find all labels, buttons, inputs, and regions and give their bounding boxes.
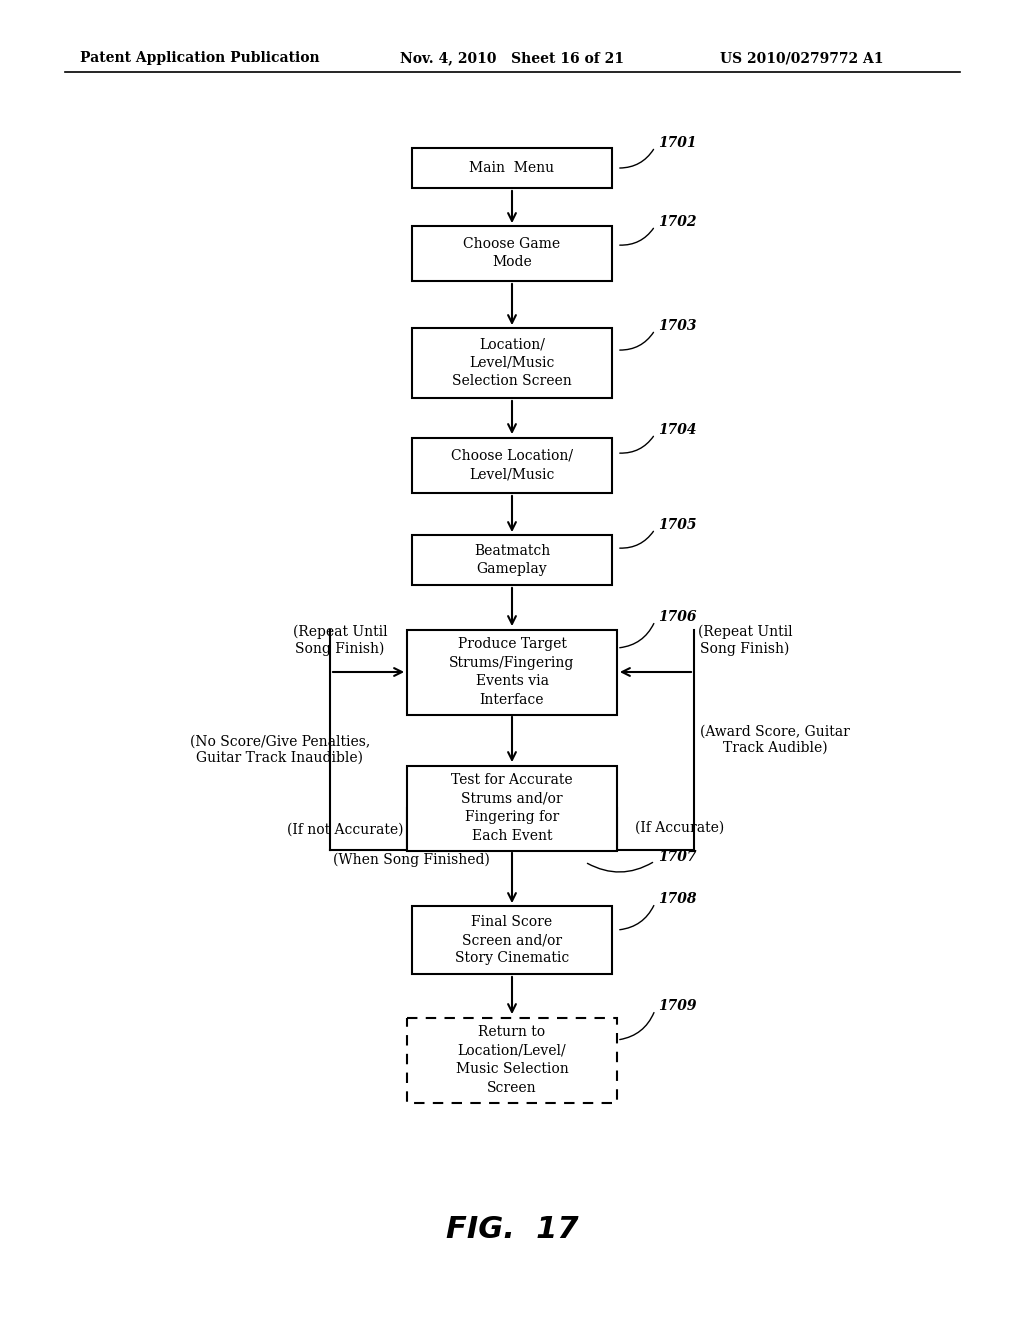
Text: 1703: 1703	[658, 319, 696, 333]
Text: Main  Menu: Main Menu	[469, 161, 555, 176]
Text: FIG.  17: FIG. 17	[445, 1216, 579, 1245]
Text: Test for Accurate
Strums and/or
Fingering for
Each Event: Test for Accurate Strums and/or Fingerin…	[452, 774, 572, 842]
Text: 1706: 1706	[658, 610, 696, 624]
Text: (Repeat Until
Song Finish): (Repeat Until Song Finish)	[697, 624, 793, 656]
Text: Produce Target
Strums/Fingering
Events via
Interface: Produce Target Strums/Fingering Events v…	[450, 638, 574, 706]
Text: (When Song Finished): (When Song Finished)	[333, 853, 490, 867]
Text: US 2010/0279772 A1: US 2010/0279772 A1	[720, 51, 884, 65]
Bar	[412, 906, 612, 974]
Bar	[412, 535, 612, 585]
Bar	[412, 437, 612, 492]
Text: 1704: 1704	[658, 422, 696, 437]
Bar	[412, 226, 612, 281]
Text: Patent Application Publication: Patent Application Publication	[80, 51, 319, 65]
Text: 1701: 1701	[658, 136, 696, 150]
Text: 1705: 1705	[658, 517, 696, 532]
Bar	[407, 1018, 617, 1102]
Text: 1708: 1708	[658, 892, 696, 906]
Text: Final Score
Screen and/or
Story Cinematic: Final Score Screen and/or Story Cinemati…	[455, 915, 569, 965]
Text: Choose Game
Mode: Choose Game Mode	[464, 236, 560, 269]
Text: (Repeat Until
Song Finish): (Repeat Until Song Finish)	[293, 624, 387, 656]
Text: Return to
Location/Level/
Music Selection
Screen: Return to Location/Level/ Music Selectio…	[456, 1026, 568, 1094]
Bar	[412, 327, 612, 399]
Text: Location/
Level/Music
Selection Screen: Location/ Level/Music Selection Screen	[453, 338, 571, 388]
Text: 1707: 1707	[658, 850, 696, 865]
Bar	[407, 766, 617, 850]
Text: 1709: 1709	[658, 999, 696, 1012]
Text: (If Accurate): (If Accurate)	[635, 821, 725, 836]
Text: Nov. 4, 2010   Sheet 16 of 21: Nov. 4, 2010 Sheet 16 of 21	[400, 51, 624, 65]
Bar	[407, 630, 617, 714]
Bar	[412, 148, 612, 187]
Text: 1702: 1702	[658, 215, 696, 228]
Text: (If not Accurate): (If not Accurate)	[287, 822, 403, 837]
Text: Beatmatch
Gameplay: Beatmatch Gameplay	[474, 544, 550, 577]
Text: (Award Score, Guitar
Track Audible): (Award Score, Guitar Track Audible)	[700, 725, 850, 755]
Text: (No Score/Give Penalties,
Guitar Track Inaudible): (No Score/Give Penalties, Guitar Track I…	[189, 735, 370, 766]
Text: Choose Location/
Level/Music: Choose Location/ Level/Music	[451, 449, 573, 482]
